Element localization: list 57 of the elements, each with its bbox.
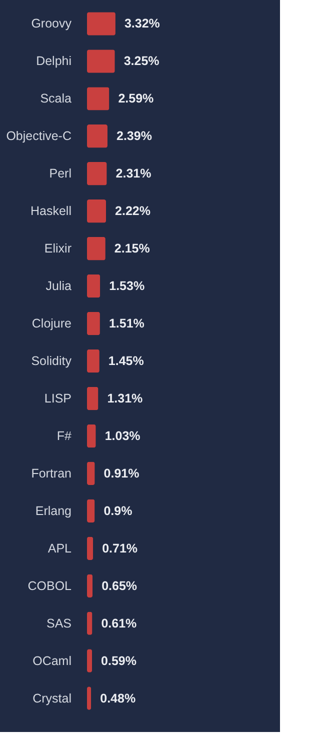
bar [87, 649, 92, 672]
data-label: 2.15% [114, 242, 150, 256]
y-tick-label: APL [48, 541, 72, 556]
data-label: 0.91% [104, 466, 140, 480]
data-label: 0.48% [100, 691, 136, 706]
data-label: 1.03% [104, 428, 140, 443]
data-label: 3.32% [124, 16, 160, 31]
y-tick-label: Scala [40, 92, 72, 106]
y-tick-label: Erlang [35, 504, 72, 518]
y-tick-label: Haskell [30, 204, 72, 218]
bar [87, 312, 100, 336]
y-tick-label: SAS [46, 616, 72, 630]
y-tick-label: Perl [49, 166, 72, 181]
bar [87, 236, 106, 260]
data-label: 1.31% [107, 391, 143, 406]
bar [87, 50, 115, 73]
bar [87, 686, 92, 710]
data-label: 1.53% [109, 279, 145, 294]
bar [87, 499, 95, 523]
y-tick-label: Julia [46, 279, 72, 294]
data-label: 2.22% [115, 204, 150, 218]
bar [87, 162, 107, 186]
y-tick-label: OCaml [32, 654, 72, 668]
bar [87, 386, 98, 410]
y-tick-label: F# [56, 428, 72, 443]
data-label: 2.59% [118, 92, 154, 106]
y-tick-label: Solidity [31, 354, 72, 368]
bar [87, 124, 108, 148]
data-label: 1.45% [108, 354, 144, 368]
y-tick-label: Crystal [32, 691, 72, 706]
data-label: 1.51% [108, 316, 144, 331]
bar [87, 349, 100, 373]
y-tick-label: Delphi [36, 54, 72, 68]
data-label: 2.39% [116, 129, 152, 144]
y-tick-label: Groovy [31, 16, 72, 31]
y-tick-label: Fortran [31, 466, 72, 480]
bar [87, 536, 94, 560]
bar [87, 199, 106, 223]
data-label: 0.59% [101, 654, 137, 668]
y-tick-label: Objective-C [6, 129, 72, 144]
data-label: 2.31% [116, 166, 152, 181]
data-label: 3.25% [124, 54, 160, 68]
bar [87, 274, 100, 298]
y-tick-label: COBOL [28, 578, 72, 593]
data-label: 0.61% [101, 616, 137, 630]
bar [87, 462, 95, 486]
data-label: 0.9% [104, 504, 132, 518]
bar [87, 12, 116, 36]
bar [87, 574, 93, 598]
y-tick-label: Elixir [44, 242, 72, 256]
data-label: 0.71% [102, 541, 138, 556]
y-tick-label: Clojure [32, 316, 72, 331]
y-tick-label: LISP [44, 391, 72, 406]
bar [87, 87, 110, 110]
bar [87, 424, 96, 448]
bar [87, 612, 92, 635]
data-label: 0.65% [102, 578, 138, 593]
